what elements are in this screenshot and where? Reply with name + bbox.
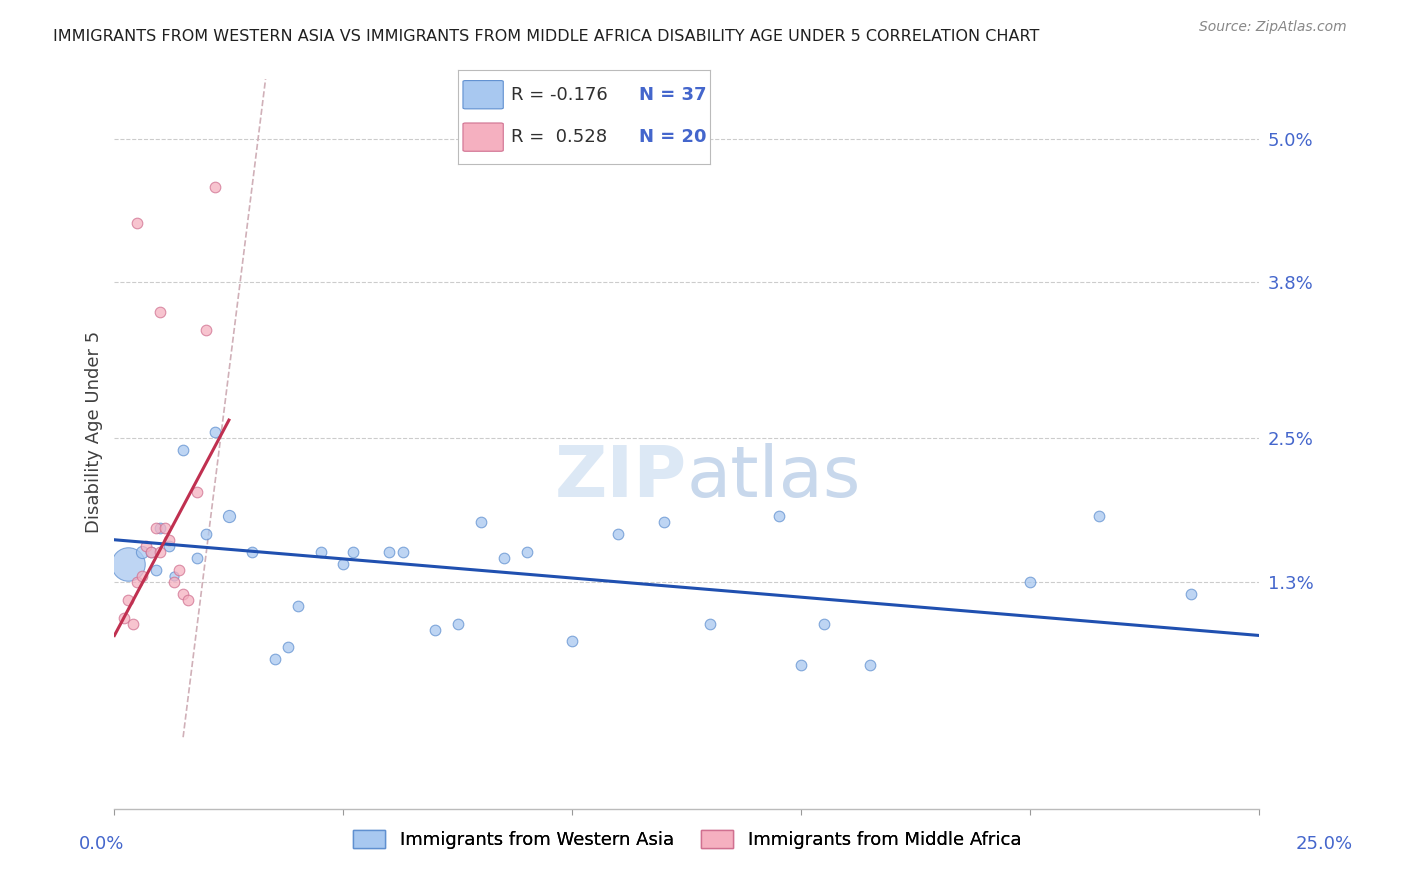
Point xyxy=(149,545,172,559)
Point xyxy=(157,533,180,547)
Text: IMMIGRANTS FROM WESTERN ASIA VS IMMIGRANTS FROM MIDDLE AFRICA DISABILITY AGE UND: IMMIGRANTS FROM WESTERN ASIA VS IMMIGRAN… xyxy=(53,29,1040,44)
Point xyxy=(112,610,135,624)
Point xyxy=(277,640,299,655)
Point xyxy=(342,545,364,559)
Point xyxy=(121,616,143,631)
Y-axis label: Disability Age Under 5: Disability Age Under 5 xyxy=(86,331,103,533)
Point xyxy=(127,216,149,230)
Point xyxy=(195,526,218,541)
Point xyxy=(139,545,162,559)
Point xyxy=(423,623,446,637)
Point xyxy=(204,425,226,439)
Point xyxy=(699,616,721,631)
Point xyxy=(149,305,172,319)
Text: atlas: atlas xyxy=(688,442,862,512)
Point xyxy=(195,323,218,337)
Point xyxy=(859,658,882,673)
Point xyxy=(172,443,194,458)
Point xyxy=(204,179,226,194)
Point xyxy=(378,545,401,559)
Point xyxy=(131,545,153,559)
Point xyxy=(186,484,208,499)
Point xyxy=(157,539,180,553)
Point xyxy=(149,521,172,535)
Point xyxy=(492,550,515,565)
Point xyxy=(470,515,492,529)
Point xyxy=(768,508,790,523)
Point xyxy=(117,557,139,571)
Point xyxy=(287,599,309,613)
Point xyxy=(332,557,354,571)
Point xyxy=(392,545,415,559)
Point xyxy=(131,568,153,582)
Text: 0.0%: 0.0% xyxy=(79,835,124,853)
Text: 25.0%: 25.0% xyxy=(1296,835,1353,853)
Point xyxy=(240,545,263,559)
Point xyxy=(1180,586,1202,600)
Point xyxy=(117,592,139,607)
Legend: Immigrants from Western Asia, Immigrants from Middle Africa: Immigrants from Western Asia, Immigrants… xyxy=(346,823,1028,856)
Text: ZIP: ZIP xyxy=(555,442,688,512)
Point xyxy=(176,592,198,607)
Point xyxy=(263,652,285,666)
Point xyxy=(167,563,190,577)
Point xyxy=(145,521,167,535)
Point xyxy=(1088,508,1111,523)
Point xyxy=(145,563,167,577)
Point xyxy=(813,616,835,631)
Point xyxy=(163,568,186,582)
Point xyxy=(153,521,176,535)
Point xyxy=(218,508,240,523)
Point xyxy=(516,545,538,559)
Point xyxy=(186,550,208,565)
Point xyxy=(309,545,332,559)
Text: Source: ZipAtlas.com: Source: ZipAtlas.com xyxy=(1199,20,1347,34)
Point xyxy=(135,539,157,553)
Point xyxy=(790,658,813,673)
Point xyxy=(1019,574,1042,589)
Point xyxy=(127,574,149,589)
Point xyxy=(447,616,470,631)
Point xyxy=(561,634,583,648)
Point xyxy=(172,586,194,600)
Point xyxy=(607,526,630,541)
Point xyxy=(163,574,186,589)
Point xyxy=(652,515,675,529)
Point xyxy=(139,545,162,559)
